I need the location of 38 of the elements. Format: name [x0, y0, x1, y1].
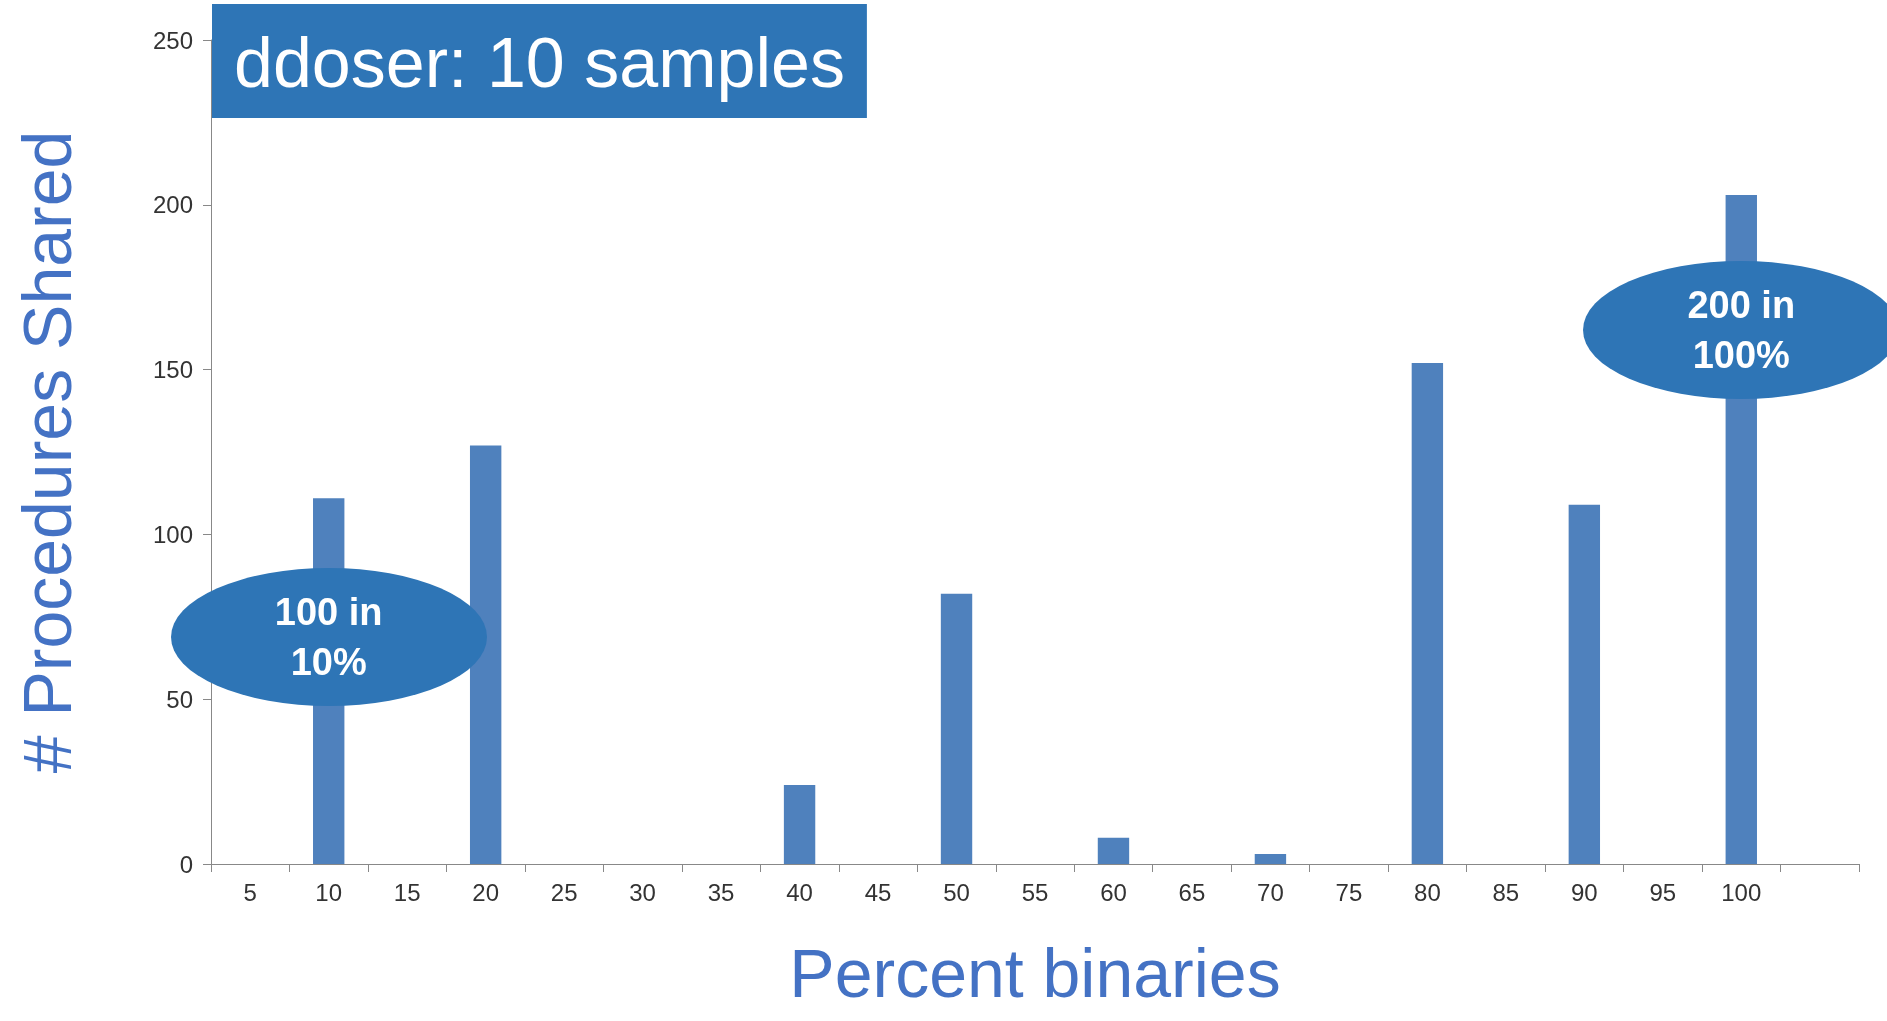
- y-axis-title: # Procedures Shared: [9, 130, 85, 774]
- y-tick-label: 50: [166, 685, 193, 713]
- x-tick-label: 55: [1021, 878, 1049, 906]
- x-tick-label: 75: [1335, 878, 1363, 906]
- bar: [940, 593, 973, 864]
- x-tick-label: 45: [864, 878, 892, 906]
- x-tick-label: 60: [1100, 878, 1127, 906]
- x-tick-label: 20: [472, 878, 500, 906]
- y-tick-label: 0: [179, 850, 193, 878]
- y-tick-label: 200: [152, 191, 193, 219]
- annotation: 200 in 100%: [1686, 283, 1797, 379]
- y-tick-label: 150: [152, 356, 193, 384]
- bar: [1254, 854, 1287, 864]
- x-tick-label: 5: [243, 878, 257, 906]
- x-tick-label: 80: [1414, 878, 1441, 906]
- x-tick-label: 35: [707, 878, 735, 906]
- x-tick-label: 50: [943, 878, 970, 906]
- x-tick-label: 15: [393, 878, 421, 906]
- x-tick-label: 100: [1721, 878, 1762, 906]
- x-tick-label: 70: [1257, 878, 1284, 906]
- y-tick-label: 100: [152, 520, 193, 548]
- x-tick-label: 85: [1492, 878, 1520, 906]
- x-tick-label: 10: [315, 878, 343, 906]
- x-tick-label: 65: [1178, 878, 1206, 906]
- y-tick-label: 250: [152, 26, 193, 54]
- x-tick-label: 30: [629, 878, 656, 906]
- x-tick-label: 40: [786, 878, 813, 906]
- x-tick-label: 90: [1570, 878, 1598, 906]
- bar: [469, 445, 502, 864]
- x-tick-label: 95: [1649, 878, 1677, 906]
- chart-title: ddoser: 10 samples: [234, 24, 845, 102]
- x-axis-title: Percent binaries: [789, 935, 1281, 1011]
- bar: [1097, 837, 1130, 864]
- bar: [1411, 363, 1444, 864]
- bar: [783, 784, 816, 864]
- bar: [1568, 504, 1601, 864]
- annotation: 100 in 10%: [273, 589, 384, 685]
- x-tick-label: 25: [550, 878, 578, 906]
